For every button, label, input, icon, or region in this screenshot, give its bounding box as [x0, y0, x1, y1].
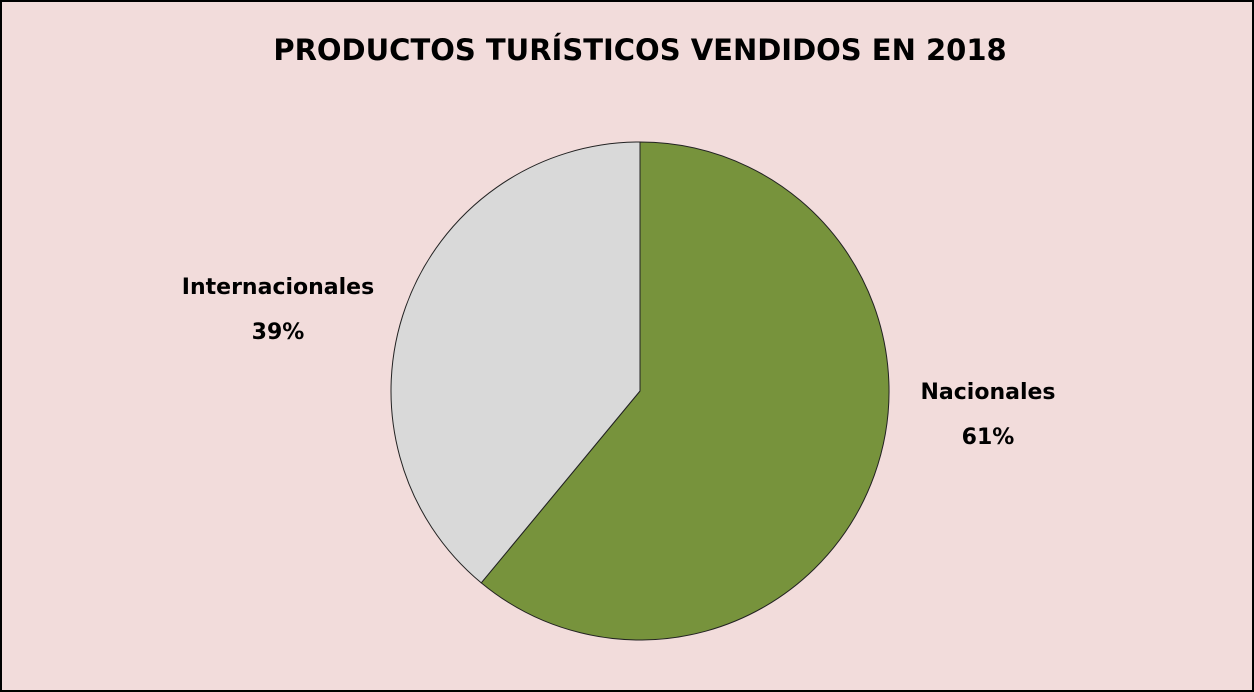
slice-value-label: 61% [962, 425, 1015, 450]
pie-slice [390, 141, 641, 584]
slice-label: Nacionales [920, 380, 1055, 405]
chart-title: PRODUCTOS TURÍSTICOS VENDIDOS EN 2018 [273, 33, 1006, 67]
pie-slice [480, 141, 890, 641]
slice-label: Internacionales [182, 275, 374, 300]
slice-value-label: 39% [252, 320, 305, 345]
